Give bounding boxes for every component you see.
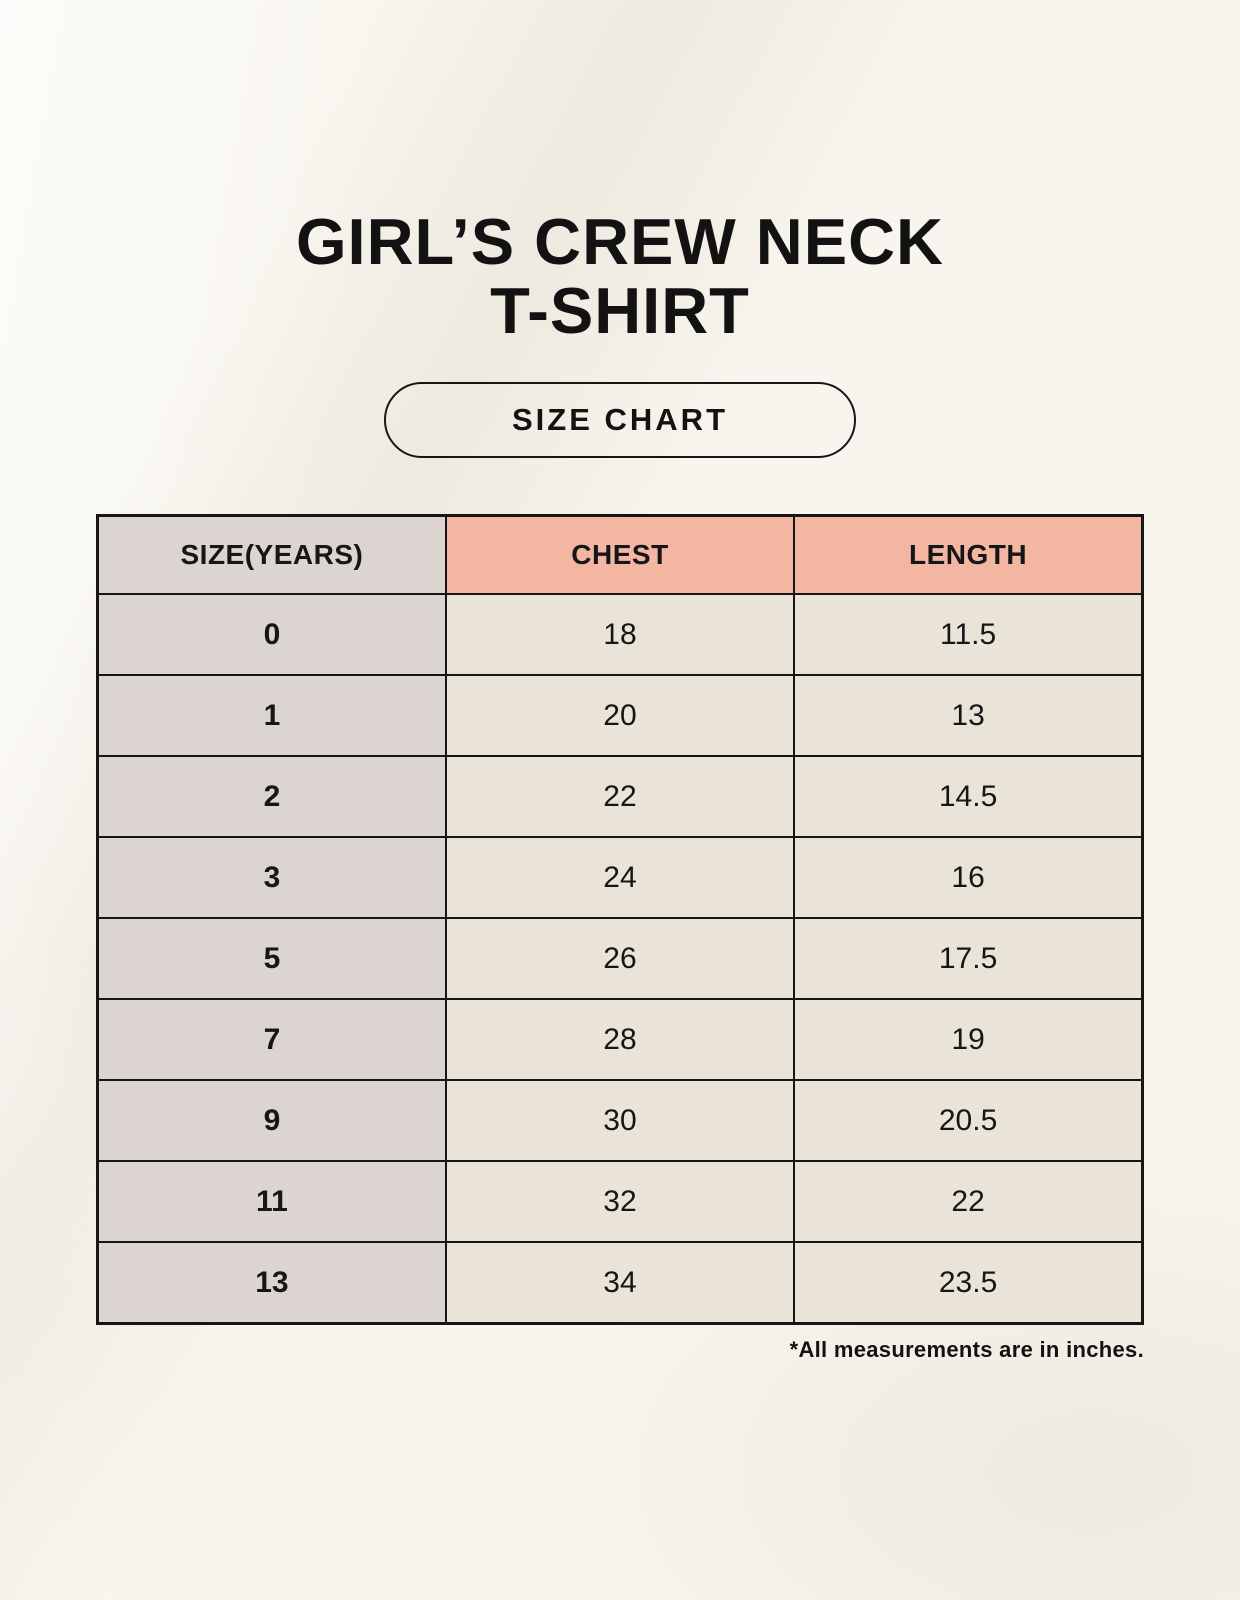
size-chart-badge-label: SIZE CHART <box>512 401 728 437</box>
length-cell: 23.5 <box>793 1241 1144 1325</box>
table-row: 1 20 13 <box>96 674 1144 758</box>
length-cell: 16 <box>793 836 1144 920</box>
size-table: SIZE(YEARS) CHEST LENGTH 0 18 11.5 1 20 … <box>96 513 1144 1325</box>
measurements-note: *All measurements are in inches. <box>789 1336 1144 1362</box>
size-cell: 9 <box>96 1079 447 1163</box>
length-cell: 14.5 <box>793 755 1144 839</box>
table-header-row: SIZE(YEARS) CHEST LENGTH <box>96 514 1144 596</box>
length-cell: 20.5 <box>793 1079 1144 1163</box>
chest-cell: 22 <box>444 755 796 839</box>
table-row: 11 32 22 <box>96 1160 1144 1244</box>
page-title: GIRL’S CREW NECK T-SHIRT <box>0 0 1240 346</box>
chest-cell: 30 <box>444 1079 796 1163</box>
table-row: 0 18 11.5 <box>96 593 1144 677</box>
chest-cell: 28 <box>444 998 796 1082</box>
header-size-years: SIZE(YEARS) <box>96 514 447 596</box>
size-chart-badge: SIZE CHART <box>384 381 856 458</box>
size-cell: 7 <box>96 998 447 1082</box>
table-row: 3 24 16 <box>96 836 1144 920</box>
chest-cell: 34 <box>444 1241 796 1325</box>
table-row: 13 34 23.5 <box>96 1241 1144 1325</box>
chest-cell: 24 <box>444 836 796 920</box>
chest-cell: 32 <box>444 1160 796 1244</box>
size-cell: 1 <box>96 674 447 758</box>
header-length: LENGTH <box>793 514 1144 596</box>
length-cell: 17.5 <box>793 917 1144 1001</box>
size-cell: 13 <box>96 1241 447 1325</box>
chest-cell: 18 <box>444 593 796 677</box>
length-cell: 13 <box>793 674 1144 758</box>
size-table-container: SIZE(YEARS) CHEST LENGTH 0 18 11.5 1 20 … <box>96 513 1144 1363</box>
chest-cell: 20 <box>444 674 796 758</box>
size-cell: 5 <box>96 917 447 1001</box>
size-cell: 11 <box>96 1160 447 1244</box>
chest-cell: 26 <box>444 917 796 1001</box>
length-cell: 11.5 <box>793 593 1144 677</box>
page-title-line2: T-SHIRT <box>490 273 750 347</box>
table-row: 7 28 19 <box>96 998 1144 1082</box>
table-row: 9 30 20.5 <box>96 1079 1144 1163</box>
size-cell: 2 <box>96 755 447 839</box>
table-row: 2 22 14.5 <box>96 755 1144 839</box>
size-cell: 0 <box>96 593 447 677</box>
table-row: 5 26 17.5 <box>96 917 1144 1001</box>
length-cell: 22 <box>793 1160 1144 1244</box>
length-cell: 19 <box>793 998 1144 1082</box>
header-chest: CHEST <box>444 514 796 596</box>
size-cell: 3 <box>96 836 447 920</box>
page-title-line1: GIRL’S CREW NECK <box>296 205 944 278</box>
